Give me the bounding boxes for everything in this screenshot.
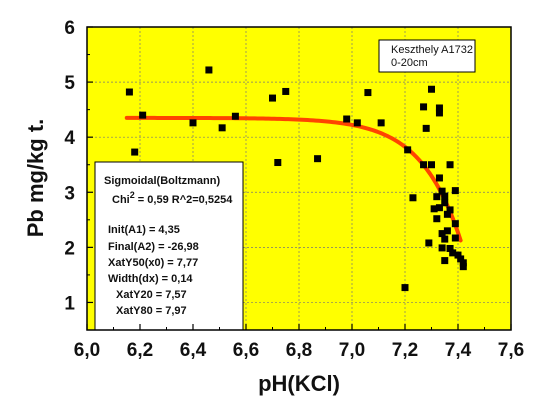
data-point bbox=[205, 66, 213, 74]
data-point bbox=[364, 89, 372, 97]
data-point bbox=[401, 284, 409, 292]
data-point bbox=[131, 148, 139, 156]
fit-param-3: XatY50(x0) = 7,77 bbox=[108, 257, 198, 269]
fit-param-6: XatY80 = 7,97 bbox=[116, 305, 187, 317]
x-tick-label: 6,8 bbox=[286, 340, 312, 361]
fit-param-4: Width(dx) = 0,14 bbox=[108, 273, 193, 285]
fit-box-chi-line: Chi2 = 0,59 R^2=0,5254 bbox=[112, 190, 233, 206]
x-tick-label: 7,6 bbox=[498, 340, 524, 361]
data-point bbox=[314, 155, 322, 163]
data-point bbox=[428, 161, 435, 169]
x-tick-label: 6,0 bbox=[74, 340, 100, 361]
data-point bbox=[454, 251, 462, 259]
data-point bbox=[438, 244, 446, 252]
x-tick-label: 7,4 bbox=[445, 340, 472, 361]
data-point bbox=[409, 194, 417, 202]
data-point bbox=[446, 161, 454, 169]
data-point bbox=[441, 199, 449, 207]
fit-param-5: XatY20 = 7,57 bbox=[116, 289, 187, 301]
fit-box-title: Sigmoidal(Boltzmann) bbox=[104, 175, 220, 187]
data-point bbox=[438, 187, 446, 195]
data-point bbox=[343, 115, 351, 123]
data-point bbox=[139, 111, 147, 119]
x-tick-label: 6,2 bbox=[127, 340, 153, 361]
data-point bbox=[189, 119, 197, 127]
chi-rest: = 0,59 R^2=0,5254 bbox=[135, 194, 233, 206]
data-point bbox=[274, 159, 282, 167]
data-point bbox=[425, 239, 433, 247]
fit-param-2: Final(A2) = -26,98 bbox=[108, 241, 199, 253]
data-point bbox=[377, 119, 385, 127]
data-point bbox=[443, 210, 451, 218]
data-point bbox=[451, 187, 459, 195]
y-tick-label: 6 bbox=[64, 18, 75, 39]
data-point bbox=[404, 146, 412, 154]
data-point bbox=[446, 244, 454, 252]
y-axis-title: Pb mg/kg t. bbox=[23, 119, 48, 238]
legend: Keszthely A1732 0-20cm bbox=[378, 39, 476, 73]
data-point bbox=[446, 206, 454, 214]
data-point bbox=[282, 87, 290, 95]
data-point bbox=[218, 124, 226, 132]
y-tick-label: 2 bbox=[64, 238, 75, 259]
data-point bbox=[420, 103, 428, 111]
y-tick-label: 1 bbox=[64, 293, 75, 314]
data-point bbox=[441, 257, 449, 265]
fit-param-1: Init(A1) = 4,35 bbox=[108, 224, 180, 236]
data-point bbox=[420, 161, 428, 169]
data-point bbox=[428, 85, 435, 93]
data-point bbox=[457, 255, 465, 263]
data-point bbox=[269, 94, 276, 102]
axis-ticks: 6,0 6,2 6,4 6,6 6,8 7,0 7,2 7,4 7,6 1 2 3 4 5 6 bbox=[64, 18, 524, 361]
legend-box bbox=[378, 39, 476, 73]
data-point bbox=[435, 104, 443, 112]
y-tick-label: 4 bbox=[64, 128, 75, 149]
data-point bbox=[433, 215, 441, 223]
data-point bbox=[125, 88, 133, 96]
x-axis-title: pH(KCl) bbox=[258, 371, 340, 396]
data-point bbox=[459, 263, 467, 271]
data-point bbox=[430, 205, 438, 213]
legend-line-1: Keszthely A1732 bbox=[391, 44, 473, 56]
y-tick-label: 5 bbox=[64, 73, 75, 94]
data-point bbox=[435, 204, 443, 212]
data-point bbox=[353, 119, 361, 127]
x-tick-label: 6,6 bbox=[233, 340, 259, 361]
data-point bbox=[451, 220, 459, 228]
data-point bbox=[443, 227, 451, 235]
y-tick-label: 3 bbox=[64, 183, 75, 204]
data-point bbox=[422, 124, 430, 132]
fit-parameters-box: Sigmoidal(Boltzmann) Chi2 = 0,59 R^2=0,5… bbox=[94, 161, 244, 331]
chi-prefix: Chi bbox=[112, 194, 130, 206]
chi-exponent: 2 bbox=[130, 190, 135, 200]
data-point bbox=[459, 259, 467, 267]
data-point bbox=[435, 174, 443, 182]
data-point bbox=[441, 192, 449, 200]
data-point bbox=[433, 193, 441, 201]
x-tick-label: 6,4 bbox=[180, 340, 207, 361]
x-tick-label: 7,0 bbox=[339, 340, 365, 361]
data-point bbox=[451, 234, 459, 242]
data-point bbox=[231, 112, 239, 120]
data-point bbox=[435, 109, 443, 117]
data-point bbox=[438, 230, 446, 238]
data-points bbox=[125, 66, 467, 292]
data-point bbox=[441, 235, 449, 243]
data-point bbox=[449, 249, 457, 257]
fit-box-background bbox=[94, 161, 244, 331]
x-tick-label: 7,2 bbox=[392, 340, 418, 361]
legend-line-2: 0-20cm bbox=[391, 57, 428, 69]
